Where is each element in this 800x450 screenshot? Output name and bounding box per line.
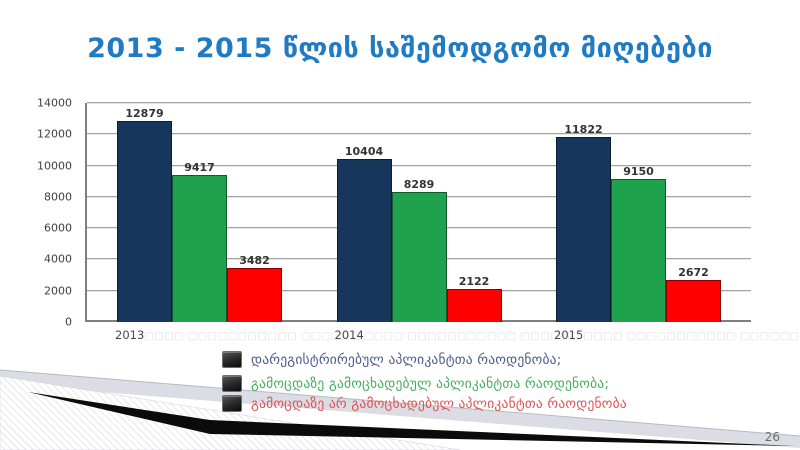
bar-groups: 12879 9417 3482 10404 8289 2122 11822 9150 2672: [87, 103, 751, 322]
x-category-year: 2015: [554, 328, 584, 342]
x-category-missing-glyphs: □□□□ □□□□□□□□□□□ □□□□□□: [363, 331, 581, 342]
chart-legend: დარეგისტრირებულ აპლიკანტთა რაოდენობა; გამ…: [222, 351, 627, 412]
bar-group-2015: 11822 9150 2672: [556, 123, 721, 322]
y-tick-label: 8000: [44, 190, 72, 204]
chart-plot-area: 12879 9417 3482 10404 8289 2122 11822 9150 2672: [85, 102, 751, 322]
y-axis-labels: 0 2000 4000 6000 8000 10000 12000 14000: [0, 97, 78, 329]
bar-value-label: 8289: [403, 178, 435, 191]
slide-title: 2013 - 2015 წლის საშემოდგომო მიღებები: [87, 33, 713, 64]
x-category-missing-glyphs: □□□□ □□□□□□□□□□□ □□□□□□: [144, 331, 361, 342]
bar-value-label: 10404: [344, 145, 384, 158]
bar: [391, 192, 447, 322]
bar-column: 3482: [227, 254, 282, 322]
bar-column: 9417: [172, 161, 227, 322]
bar-column: 8289: [391, 178, 447, 322]
bar-value-label: 11822: [564, 123, 603, 136]
bar-column: 12879: [117, 107, 172, 322]
bar: [556, 137, 611, 322]
y-tick-label: 0: [65, 315, 72, 329]
legend-item: გამოცდაზე არ გამოცხადებულ აპლიკანტთა რაო…: [222, 395, 627, 412]
bar-value-label: 9417: [184, 161, 215, 174]
x-category-missing-glyphs: □□□□ □□□□□□□□□□□ □□□□□□: [583, 331, 800, 342]
bar-value-label: 9150: [623, 165, 654, 178]
bar: [611, 179, 666, 322]
legend-swatch-icon: [222, 351, 242, 368]
y-tick-label: 6000: [44, 221, 72, 235]
bar-group-2013: 12879 9417 3482: [117, 107, 282, 322]
bar: [666, 280, 721, 322]
y-tick-label: 2000: [44, 284, 72, 298]
bar: [117, 121, 172, 322]
bar: [336, 159, 392, 322]
bar-column: 11822: [556, 123, 611, 322]
x-category-label: 2015□□□□ □□□□□□□□□□□ □□□□□□: [554, 328, 799, 342]
gridline: [87, 164, 751, 166]
bar: [172, 175, 227, 322]
bar: [446, 289, 502, 322]
x-category-label: 2014□□□□ □□□□□□□□□□□ □□□□□□: [334, 328, 580, 342]
legend-label: გამოცდაზე არ გამოცხადებულ აპლიკანტთა რაო…: [251, 395, 627, 412]
gridline: [87, 102, 751, 103]
page-number: 26: [764, 430, 780, 444]
x-category-year: 2013: [115, 328, 145, 342]
bar-column: 10404: [336, 145, 392, 322]
bar-value-label: 3482: [239, 254, 270, 267]
y-tick-label: 14000: [37, 96, 72, 110]
y-tick-label: 4000: [44, 252, 72, 266]
y-tick-label: 12000: [37, 127, 72, 141]
legend-item: დარეგისტრირებულ აპლიკანტთა რაოდენობა;: [222, 351, 627, 368]
gridline: [87, 133, 751, 135]
bar-column: 2672: [666, 266, 721, 322]
bar-value-label: 2672: [678, 266, 709, 279]
bar-value-label: 12879: [125, 107, 164, 120]
legend-label: გამოცდაზე გამოცხადებულ აპლიკანტთა რაოდენ…: [251, 375, 610, 392]
bar: [227, 268, 282, 322]
legend-label: დარეგისტრირებულ აპლიკანტთა რაოდენობა;: [251, 351, 562, 368]
legend-item: გამოცდაზე გამოცხადებულ აპლიკანტთა რაოდენ…: [222, 375, 627, 392]
bar-column: 2122: [446, 275, 502, 322]
legend-swatch-icon: [222, 395, 242, 412]
bar-column: 9150: [611, 165, 666, 322]
x-category-year: 2014: [334, 328, 364, 342]
bar-value-label: 2122: [458, 275, 490, 288]
x-category-label: 2013□□□□ □□□□□□□□□□□ □□□□□□: [115, 328, 360, 342]
legend-swatch-icon: [222, 375, 242, 392]
bar-group-2014: 10404 8289 2122: [336, 145, 502, 322]
y-tick-label: 10000: [37, 159, 72, 173]
x-axis-labels: 2013□□□□ □□□□□□□□□□□ □□□□□□ 2014□□□□ □□□□…: [85, 328, 799, 342]
